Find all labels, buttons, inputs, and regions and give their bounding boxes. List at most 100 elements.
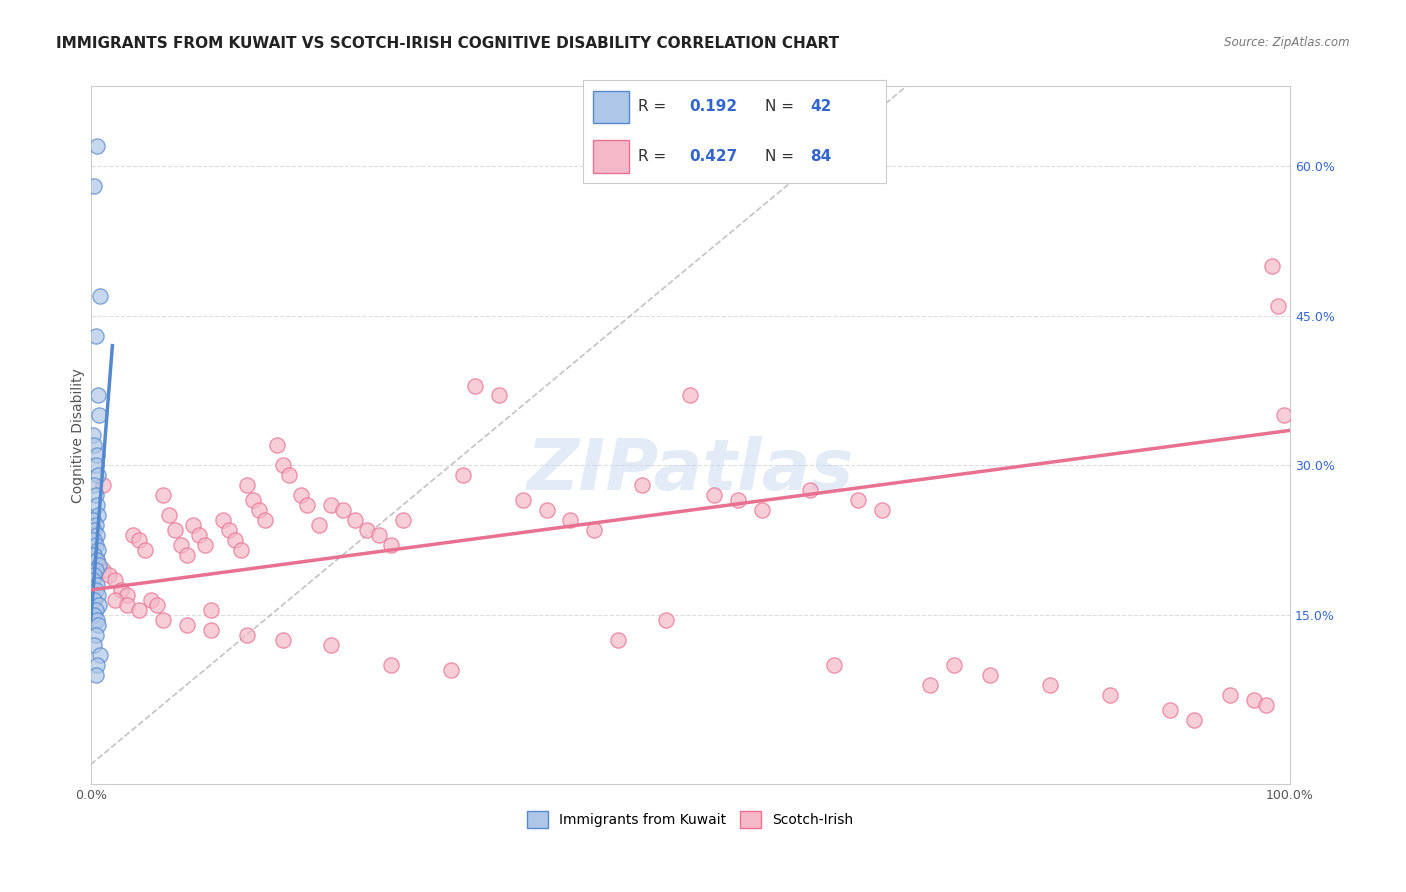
Text: Source: ZipAtlas.com: Source: ZipAtlas.com [1225, 36, 1350, 49]
Point [727, 493, 749, 508]
Point [86, 553, 108, 567]
Point [380, 657, 402, 672]
Point [82, 428, 104, 442]
Point [83, 179, 105, 194]
Point [86, 553, 108, 567]
Point [152, 488, 174, 502]
FancyBboxPatch shape [592, 140, 628, 173]
Text: 42: 42 [810, 99, 831, 114]
Point [242, 493, 264, 508]
Point [218, 523, 240, 537]
Point [181, 518, 204, 533]
Point [84, 488, 107, 502]
Point [290, 488, 312, 502]
Point [86, 139, 108, 153]
Point [91, 478, 114, 492]
Point [464, 378, 486, 392]
Point [1272, 409, 1295, 423]
Point [380, 538, 402, 552]
Point [1182, 713, 1205, 727]
Point [439, 663, 461, 677]
Text: ZIPatlas: ZIPatlas [527, 436, 853, 505]
Point [277, 468, 299, 483]
Point [84, 582, 107, 597]
Point [82, 513, 104, 527]
Point [319, 498, 342, 512]
Point [134, 543, 156, 558]
Point [229, 543, 252, 558]
Point [115, 588, 138, 602]
Point [152, 613, 174, 627]
Point [86, 448, 108, 462]
Point [200, 603, 222, 617]
Text: 0.192: 0.192 [689, 99, 737, 114]
Point [536, 503, 558, 517]
Point [194, 538, 217, 552]
FancyBboxPatch shape [592, 91, 628, 123]
Point [979, 667, 1001, 681]
Point [176, 617, 198, 632]
Point [89, 409, 111, 423]
Point [86, 528, 108, 542]
Text: R =: R = [638, 149, 671, 164]
Text: R =: R = [638, 99, 671, 114]
Point [86, 613, 108, 627]
Point [163, 523, 186, 537]
Point [308, 518, 330, 533]
Point [87, 543, 110, 558]
Point [83, 607, 105, 622]
Point [271, 458, 294, 473]
Text: IMMIGRANTS FROM KUWAIT VS SCOTCH-IRISH COGNITIVE DISABILITY CORRELATION CHART: IMMIGRANTS FROM KUWAIT VS SCOTCH-IRISH C… [56, 36, 839, 51]
Point [266, 438, 288, 452]
Point [343, 513, 366, 527]
Point [87, 588, 110, 602]
Point [560, 513, 582, 527]
Point [84, 538, 107, 552]
Point [89, 648, 111, 662]
Point [97, 568, 120, 582]
Point [86, 578, 108, 592]
Point [1219, 688, 1241, 702]
Point [247, 503, 270, 517]
Point [703, 488, 725, 502]
Point [235, 478, 257, 492]
Point [83, 478, 105, 492]
Point [200, 623, 222, 637]
Point [83, 533, 105, 547]
Point [846, 493, 869, 508]
Point [391, 513, 413, 527]
Point [91, 563, 114, 577]
Point [87, 388, 110, 402]
Point [83, 593, 105, 607]
Point [170, 538, 193, 552]
Legend: Immigrants from Kuwait, Scotch-Irish: Immigrants from Kuwait, Scotch-Irish [522, 805, 859, 833]
Point [823, 657, 845, 672]
Point [1159, 703, 1181, 717]
Point [121, 528, 143, 542]
Point [583, 523, 606, 537]
Point [332, 503, 354, 517]
Point [799, 483, 821, 498]
Point [83, 638, 105, 652]
Point [1267, 299, 1289, 313]
Point [187, 528, 209, 542]
Point [115, 598, 138, 612]
Point [319, 638, 342, 652]
Text: N =: N = [765, 149, 799, 164]
Text: 84: 84 [810, 149, 831, 164]
Point [943, 657, 966, 672]
Point [87, 508, 110, 523]
Point [83, 523, 105, 537]
Point [139, 593, 162, 607]
Point [84, 603, 107, 617]
Point [89, 598, 111, 612]
Point [295, 498, 318, 512]
Point [488, 388, 510, 402]
Point [655, 613, 678, 627]
Point [512, 493, 534, 508]
Point [128, 533, 150, 547]
Point [128, 603, 150, 617]
Point [176, 548, 198, 562]
Point [87, 617, 110, 632]
Point [235, 628, 257, 642]
